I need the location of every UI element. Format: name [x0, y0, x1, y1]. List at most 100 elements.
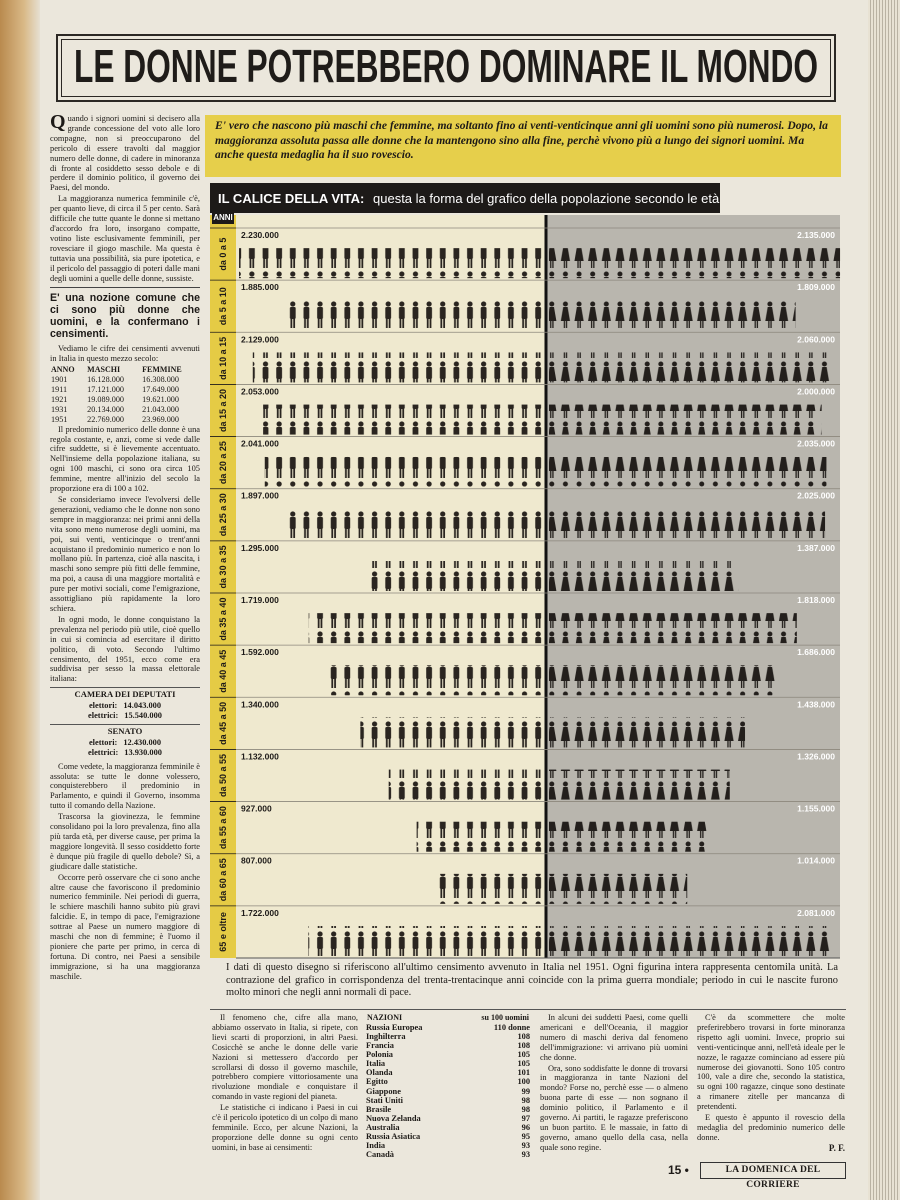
election-cell: elettori:: [88, 737, 118, 747]
value-label: 2.129.000: [241, 334, 279, 344]
nation-ratio: 99: [521, 1086, 530, 1096]
masthead: LA DOMENICA DEL CORRIERE: [700, 1162, 846, 1190]
nation-name: Russia Europea: [366, 1022, 423, 1032]
census-cell: 21.043.000: [142, 404, 179, 414]
paragraph: Il predominio numerico delle donne è una…: [50, 424, 200, 494]
nation-name: Russia Asiatica: [366, 1132, 421, 1142]
figure-bar: [308, 613, 543, 644]
census-cell: 16.308.000: [142, 375, 179, 385]
value-label: 1.295.000: [241, 543, 279, 553]
chart-caption: I dati di questo disegno si riferiscono …: [226, 962, 838, 999]
bottom-column-3: In alcuni dei suddetti Paesi, come quell…: [540, 1013, 688, 1163]
nation-name: Egitto: [366, 1077, 388, 1087]
figure-bar: [549, 873, 688, 904]
value-label: 2.060.000: [797, 334, 835, 344]
election-cell: 13.930.000: [124, 747, 162, 757]
nation-name: Canadà: [366, 1150, 394, 1160]
value-label: 1.686.000: [797, 647, 835, 657]
nation-ratio: 100: [517, 1077, 530, 1087]
nation-name: Australia: [366, 1122, 400, 1132]
figure-bar: [549, 717, 746, 748]
election-row: elettori: 12.430.000: [50, 738, 200, 748]
nations-row: Nuova Zelanda 97: [366, 1114, 530, 1123]
nation-name: Polonia: [366, 1050, 393, 1060]
nation-ratio: 95: [521, 1132, 530, 1142]
value-label: 1.885.000: [241, 282, 279, 292]
election-cell: elettori:: [88, 701, 118, 711]
figure-bar: [549, 456, 827, 487]
category-label: da 25 a 30: [218, 493, 228, 536]
value-label: 2.035.000: [797, 439, 835, 449]
nation-name: Brasile: [366, 1104, 392, 1114]
category-label: da 55 a 60: [218, 806, 228, 849]
nation-ratio: 101: [517, 1068, 530, 1078]
chart-title-bar: [210, 183, 720, 213]
nations-row: Brasile 98: [366, 1105, 530, 1114]
census-cell: 16.128.000: [87, 375, 125, 385]
election-title: SENATO: [50, 723, 200, 737]
category-label: da 0 a 5: [218, 238, 228, 271]
census-row: 1951 22.769.000 23.969.000: [50, 415, 200, 425]
value-label: 1.340.000: [241, 699, 279, 709]
nation-ratio: 93: [521, 1141, 530, 1151]
nations-row: Giappone 99: [366, 1087, 530, 1096]
figure-bar: [549, 769, 730, 800]
paragraph: Come vedete, la maggioranza femminile è …: [50, 761, 200, 811]
nation-name: Francia: [366, 1041, 394, 1051]
nation-name: Stati Uniti: [366, 1095, 403, 1105]
figure-bar: [325, 665, 543, 696]
election-title: CAMERA DEI DEPUTATI: [50, 687, 200, 700]
census-cell: 1901: [51, 375, 68, 385]
paragraph: C'è da scommettere che molte preferirebb…: [697, 1013, 845, 1112]
nation-name: Olanda: [366, 1068, 393, 1078]
figure-bar: [388, 769, 543, 800]
paragraph: Se consideriamo invece l'evolversi delle…: [50, 495, 200, 613]
election-cell: elettrici:: [88, 711, 119, 721]
category-label: da 10 a 15: [218, 337, 228, 380]
election-row: elettrici: 13.930.000: [50, 748, 200, 758]
census-row: 1931 20.134.000 21.043.000: [50, 405, 200, 415]
nations-row: Australia 96: [366, 1123, 530, 1132]
value-label: 2.135.000: [797, 230, 835, 240]
paragraph: Il fenomeno che, cifre alla mano, abbiam…: [212, 1013, 358, 1102]
nation-name: Nuova Zelanda: [366, 1113, 421, 1123]
page-number: 15 •: [668, 1163, 689, 1177]
nations-column-header: NAZIONI: [367, 1013, 403, 1022]
census-cell: 17.649.000: [142, 385, 179, 395]
paragraph: Vediamo le cifre dei censimenti avvenuti…: [50, 344, 200, 364]
figure-bar: [549, 508, 826, 539]
left-column: Quando i signori uomini si decisero alla…: [50, 114, 200, 1010]
census-column-header: FEMMINE: [142, 365, 182, 375]
nation-ratio: 96: [521, 1122, 530, 1132]
figure-bar: [286, 300, 543, 331]
category-label: da 15 a 20: [218, 389, 228, 432]
page-edges: [868, 0, 900, 1200]
nation-name: Italia: [366, 1059, 386, 1069]
value-label: 1.722.000: [241, 908, 279, 918]
category-label: da 60 a 65: [218, 858, 228, 901]
nations-row: Italia 105: [366, 1059, 530, 1068]
value-label: 1.809.000: [797, 282, 835, 292]
nations-row: Olanda 101: [366, 1068, 530, 1077]
axis-column: [210, 215, 236, 958]
value-label: 1.155.000: [797, 804, 835, 814]
paragraph: La maggioranza numerica femminile c'è, p…: [50, 194, 200, 283]
figure-bar: [549, 665, 779, 696]
value-label: 927.000: [241, 804, 272, 814]
census-cell: 19.089.000: [87, 394, 125, 404]
axis-label: ANNI: [213, 213, 233, 222]
figure-bar: [263, 404, 543, 435]
value-label: 1.719.000: [241, 595, 279, 605]
value-label: 2.053.000: [241, 386, 279, 396]
category-label: da 40 a 45: [218, 650, 228, 693]
category-label: da 50 a 55: [218, 754, 228, 797]
title-svg: LE DONNE POTREBBERO DOMINARE IL MONDO: [74, 40, 818, 92]
nation-name: Giappone: [366, 1086, 401, 1096]
census-cell: 19.621.000: [142, 394, 179, 404]
census-cell: 20.134.000: [87, 404, 125, 414]
census-row: 1911 17.121.000 17.649.000: [50, 385, 200, 395]
election-cell: 14.043.000: [123, 701, 162, 711]
value-label: 1.592.000: [241, 647, 279, 657]
nation-ratio: 97: [521, 1113, 530, 1123]
